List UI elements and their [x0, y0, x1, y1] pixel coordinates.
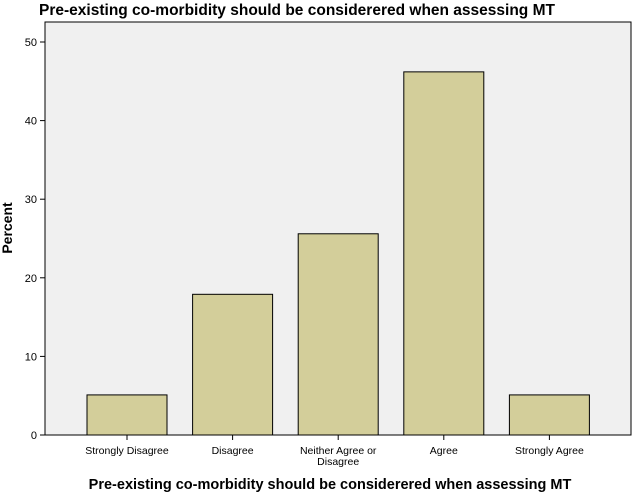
x-category-label: Agree: [430, 445, 458, 457]
chart-title: Pre-existing co-morbidity should be cons…: [39, 2, 555, 19]
x-category-label: Neither Agree or Disagree: [300, 445, 377, 468]
y-tick-label: 10: [25, 351, 37, 363]
y-tick-label: 40: [25, 116, 37, 128]
x-category-label: Strongly Agree: [515, 445, 584, 457]
y-tick-label: 30: [25, 194, 37, 206]
x-axis: Strongly Disagree Disagree Neither Agree o…: [85, 435, 584, 468]
y-axis: 0 10 20 30 40 50: [25, 37, 45, 442]
x-axis-label: Pre-existing co-morbidity should be cons…: [89, 477, 572, 493]
bars: [86, 71, 590, 436]
bar: [297, 233, 379, 436]
bar: [192, 293, 274, 436]
y-tick-label: 0: [31, 430, 37, 442]
x-category-label: Disagree: [212, 445, 254, 457]
bar: [403, 71, 485, 436]
y-axis-label: Percent: [0, 202, 15, 254]
bar: [86, 394, 168, 436]
y-tick-label: 50: [25, 37, 37, 49]
bar: [508, 394, 590, 436]
y-tick-label: 20: [25, 273, 37, 285]
x-category-label: Strongly Disagree: [85, 445, 169, 457]
